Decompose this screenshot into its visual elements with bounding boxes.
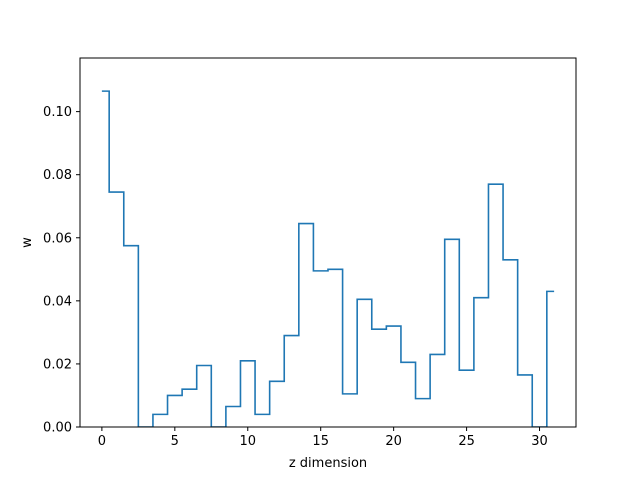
y-tick-label: 0.04 — [43, 294, 72, 309]
y-axis-label: w — [20, 237, 35, 248]
y-tick-label: 0.00 — [43, 421, 72, 436]
y-tick-label: 0.06 — [43, 231, 72, 246]
x-tick-label: 25 — [458, 434, 475, 449]
y-tick-label: 0.10 — [43, 105, 72, 120]
x-tick-label: 0 — [98, 434, 106, 449]
x-tick-label: 20 — [385, 434, 402, 449]
series-line — [101, 90, 555, 427]
x-tick-label: 30 — [531, 434, 548, 449]
x-tick-label: 15 — [312, 434, 329, 449]
y-tick-label: 0.08 — [43, 168, 72, 183]
x-tick-label: 5 — [171, 434, 179, 449]
plot-layer — [101, 90, 555, 427]
x-axis-label: z dimension — [289, 456, 367, 471]
ticks-layer: 0 5 10 15 20 25 30 0.00 0.02 0.04 0.06 0.08 0.10 — [43, 105, 548, 449]
plot-frame — [79, 57, 577, 428]
y-tick-label: 0.02 — [43, 357, 72, 372]
x-tick-label: 10 — [239, 434, 256, 449]
